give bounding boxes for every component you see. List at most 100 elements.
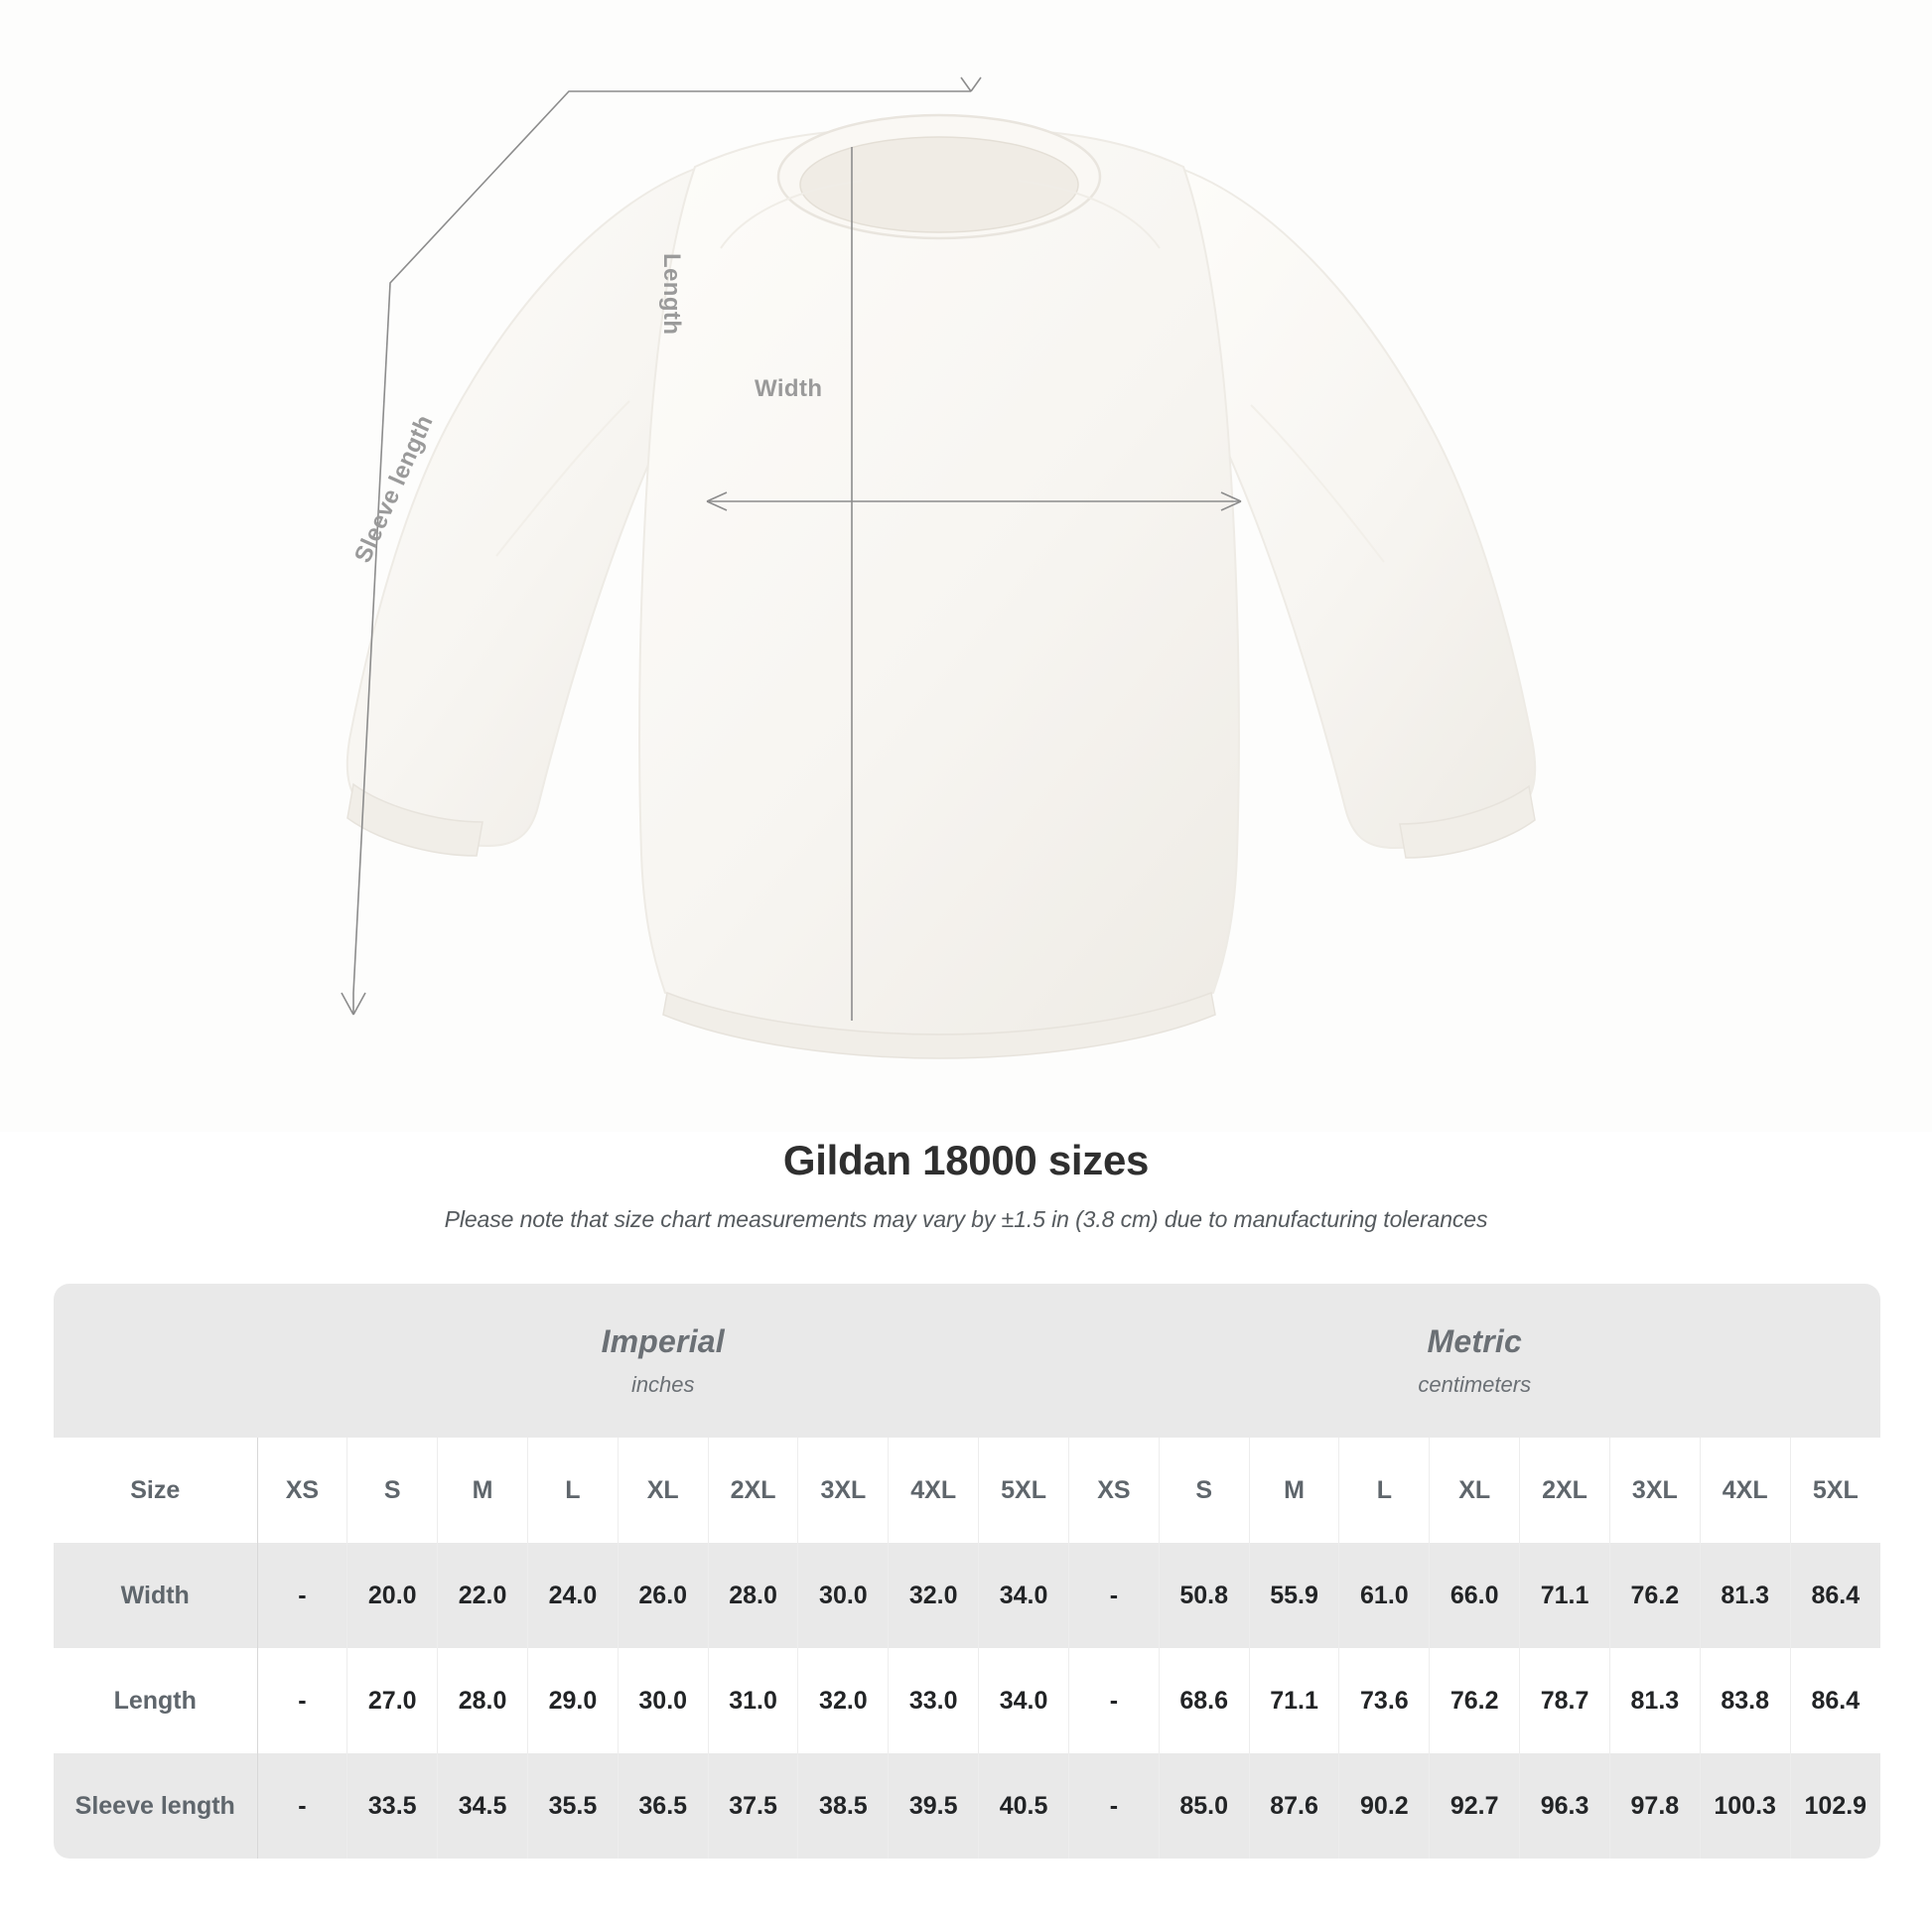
cell-sleeve-length-imperial-s: 33.5 (346, 1753, 439, 1859)
size-header-metric-m: M (1249, 1438, 1340, 1543)
cell-length-metric-5xl: 86.4 (1790, 1648, 1881, 1753)
cell-width-imperial-l: 24.0 (527, 1543, 619, 1648)
cell-length-imperial-xl: 30.0 (618, 1648, 709, 1753)
cell-sleeve-length-metric-5xl: 102.9 (1790, 1753, 1881, 1859)
cell-width-metric-xl: 66.0 (1429, 1543, 1521, 1648)
size-header-imperial-m: M (437, 1438, 528, 1543)
size-header-imperial-l: L (527, 1438, 619, 1543)
cell-width-metric-3xl: 76.2 (1609, 1543, 1701, 1648)
garment-diagram: Length Width Sleeve length (341, 76, 1537, 1059)
size-header-imperial-5xl: 5XL (978, 1438, 1069, 1543)
imperial-unit-sub: inches (630, 1372, 695, 1397)
size-header-imperial-2xl: 2XL (708, 1438, 799, 1543)
table-row: Length -27.0 28.0 29.0 30.0 31.0 32.0 33.0 34.0-… (54, 1648, 1881, 1753)
cell-length-imperial-5xl: 34.0 (978, 1648, 1069, 1753)
size-header-metric-xs: XS (1067, 1438, 1160, 1543)
cell-length-imperial-4xl: 33.0 (888, 1648, 980, 1753)
cell-length-imperial-m: 28.0 (437, 1648, 528, 1753)
cell-length-imperial-l: 29.0 (527, 1648, 619, 1753)
size-header-metric-4xl: 4XL (1700, 1438, 1791, 1543)
cell-sleeve-length-metric-l: 90.2 (1338, 1753, 1431, 1859)
size-header-imperial-s: S (346, 1438, 439, 1543)
size-header-metric-l: L (1338, 1438, 1431, 1543)
size-header-metric-s: S (1159, 1438, 1250, 1543)
cell-width-metric-4xl: 81.3 (1700, 1543, 1791, 1648)
cell-sleeve-length-metric-s: 85.0 (1159, 1753, 1250, 1859)
cell-length-metric-xl: 76.2 (1429, 1648, 1521, 1753)
cell-sleeve-length-imperial-2xl: 37.5 (708, 1753, 799, 1859)
size-header-metric-xl: XL (1429, 1438, 1521, 1543)
cell-length-metric-xs: - (1067, 1648, 1160, 1753)
page-title: Gildan 18000 sizes (782, 1137, 1150, 1183)
size-table-container: Imperial inches Metric centimeters Size X… (54, 1284, 1881, 1859)
cell-sleeve-length-imperial-3xl: 38.5 (797, 1753, 890, 1859)
cell-length-metric-s: 68.6 (1159, 1648, 1250, 1753)
metric-unit-header: Metric centimeters (1068, 1284, 1881, 1438)
unit-banner-spacer (54, 1284, 257, 1438)
sweatshirt-graphic (345, 113, 1537, 1059)
size-header-metric-3xl: 3XL (1609, 1438, 1701, 1543)
cell-length-metric-m: 71.1 (1249, 1648, 1340, 1753)
cell-width-metric-xs: - (1067, 1543, 1160, 1648)
cell-sleeve-length-metric-2xl: 96.3 (1519, 1753, 1610, 1859)
cell-sleeve-length-imperial-5xl: 40.5 (978, 1753, 1069, 1859)
cell-width-imperial-m: 22.0 (437, 1543, 528, 1648)
cell-sleeve-length-imperial-xl: 36.5 (618, 1753, 709, 1859)
length-measurement-label: Length (658, 253, 685, 336)
cell-width-imperial-s: 20.0 (346, 1543, 439, 1648)
imperial-unit-name: Imperial (601, 1323, 725, 1359)
metric-unit-sub: centimeters (1418, 1372, 1532, 1397)
cell-sleeve-length-imperial-m: 34.5 (437, 1753, 528, 1859)
size-header-imperial-xs: XS (257, 1438, 348, 1543)
table-row: Width -20.0 22.0 24.0 26.0 28.0 30.0 32.0 34.0-5… (54, 1543, 1881, 1648)
size-header-imperial-3xl: 3XL (797, 1438, 890, 1543)
cell-length-metric-3xl: 81.3 (1609, 1648, 1701, 1753)
tolerance-note: Please note that size chart measurements… (444, 1206, 1488, 1232)
cell-width-imperial-4xl: 32.0 (888, 1543, 980, 1648)
garment-illustration (341, 76, 1537, 1059)
table-row: Sleeve length -33.5 34.5 35.5 36.5 37.5 38.5 39… (54, 1753, 1881, 1859)
cell-width-imperial-xs: - (257, 1543, 348, 1648)
size-header-metric-2xl: 2XL (1519, 1438, 1610, 1543)
cell-width-imperial-5xl: 34.0 (978, 1543, 1069, 1648)
cell-sleeve-length-metric-m: 87.6 (1249, 1753, 1340, 1859)
cell-length-metric-l: 73.6 (1338, 1648, 1431, 1753)
size-header-imperial-xl: XL (618, 1438, 709, 1543)
cell-length-imperial-3xl: 32.0 (797, 1648, 890, 1753)
cell-sleeve-length-imperial-4xl: 39.5 (888, 1753, 980, 1859)
cell-width-imperial-xl: 26.0 (618, 1543, 709, 1648)
cell-sleeve-length-metric-xs: - (1067, 1753, 1160, 1859)
cell-length-metric-2xl: 78.7 (1519, 1648, 1610, 1753)
cell-width-metric-s: 50.8 (1159, 1543, 1250, 1648)
cell-sleeve-length-metric-4xl: 100.3 (1700, 1753, 1791, 1859)
row-label-width: Width (54, 1543, 258, 1648)
cell-sleeve-length-metric-xl: 92.7 (1429, 1753, 1521, 1859)
title-block: Gildan 18000 sizes Please note that size… (0, 1137, 1932, 1233)
cell-length-metric-4xl: 83.8 (1700, 1648, 1791, 1753)
cell-length-imperial-s: 27.0 (346, 1648, 439, 1753)
size-header-row: Size XS S M L XL 2XL 3XL 4XL 5XL XS S M L XL 2XL 3XL 4XL 5… (54, 1438, 1881, 1543)
measurement-guides (341, 76, 1242, 1021)
size-header-label: Size (54, 1438, 258, 1543)
sleeve-guide-line (352, 90, 971, 994)
row-label-length: Length (54, 1648, 258, 1753)
row-label-sleeve-length: Sleeve length (54, 1753, 258, 1859)
metric-unit-name: Metric (1427, 1323, 1522, 1359)
width-measurement-label: Width (755, 375, 823, 402)
cell-width-metric-l: 61.0 (1338, 1543, 1431, 1648)
cell-sleeve-length-metric-3xl: 97.8 (1609, 1753, 1701, 1859)
cell-sleeve-length-imperial-l: 35.5 (527, 1753, 619, 1859)
imperial-unit-header: Imperial inches (257, 1284, 1069, 1438)
cell-width-metric-5xl: 86.4 (1790, 1543, 1881, 1648)
cell-width-imperial-3xl: 30.0 (797, 1543, 890, 1648)
size-table: Imperial inches Metric centimeters Size X… (54, 1284, 1881, 1859)
cell-width-metric-2xl: 71.1 (1519, 1543, 1610, 1648)
size-header-imperial-4xl: 4XL (888, 1438, 980, 1543)
cell-width-imperial-2xl: 28.0 (708, 1543, 799, 1648)
cell-width-metric-m: 55.9 (1249, 1543, 1340, 1648)
size-header-metric-5xl: 5XL (1790, 1438, 1881, 1543)
cell-length-imperial-2xl: 31.0 (708, 1648, 799, 1753)
unit-banner-row: Imperial inches Metric centimeters (54, 1284, 1881, 1438)
cell-sleeve-length-imperial-xs: - (257, 1753, 348, 1859)
